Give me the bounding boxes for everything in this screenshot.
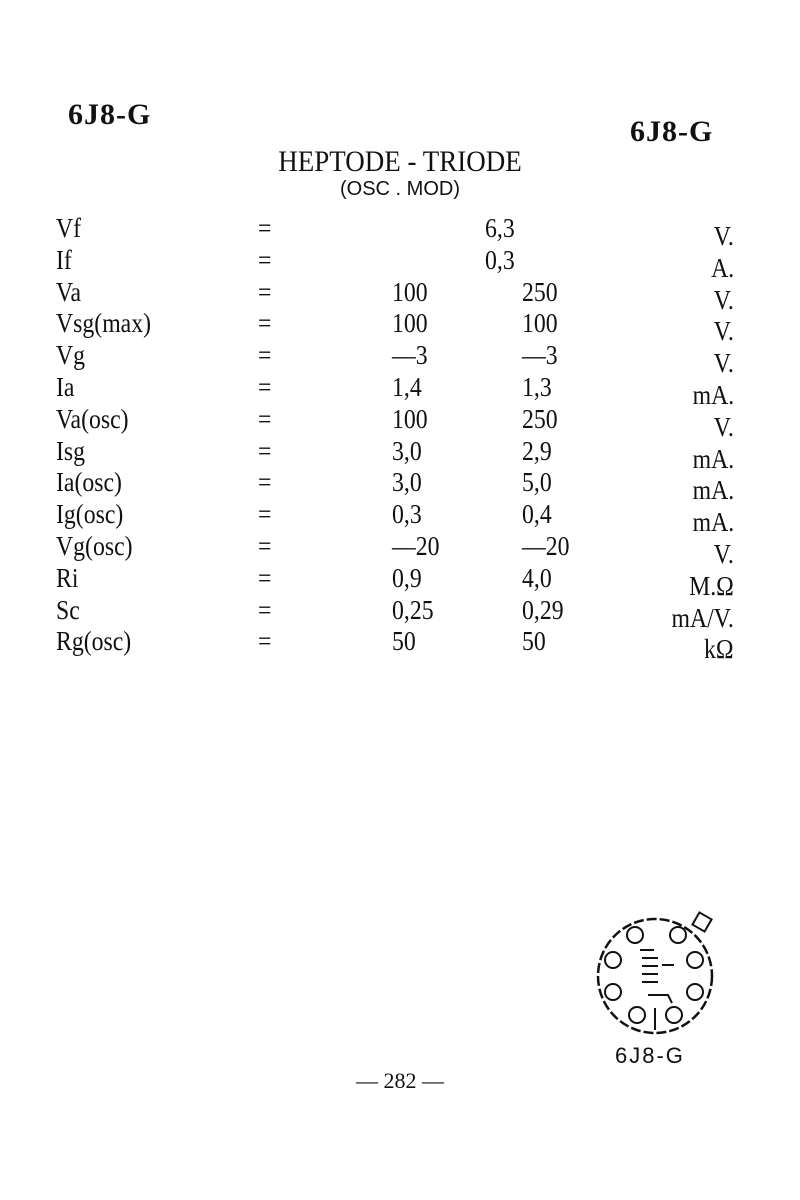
param-label: Va(osc) (56, 403, 129, 434)
value-250v: 50 (522, 626, 546, 657)
value-100v: 100 (392, 403, 428, 434)
value-250v: 4,0 (522, 562, 552, 593)
unit-label: A. (710, 252, 734, 283)
diagram-caption: 6J8-G (615, 1043, 685, 1068)
value-100v: 100 (392, 308, 428, 339)
value-100v: 3,0 (392, 435, 422, 466)
tube-type-right: 6J8-G (630, 115, 714, 148)
param-label: Rg(osc) (56, 626, 132, 657)
unit-label: V. (713, 284, 734, 315)
value-250v: 2,9 (522, 435, 552, 466)
table-row: Ia = 1,4 1,3 mA. (0, 372, 800, 410)
param-label: Ig(osc) (56, 499, 124, 530)
equals-sign: = (258, 403, 272, 434)
table-row: If = 0,3 A. (0, 244, 800, 283)
param-label: Vg (56, 340, 86, 371)
value-250v: 100 (522, 308, 558, 339)
equals-sign: = (258, 213, 272, 243)
table-row: Va(osc) = 100 250 V. (0, 403, 800, 442)
table-row: Vsg(max) = 100 100 V. (0, 308, 800, 346)
value: 6,3 (485, 213, 515, 243)
unit-label: mA. (692, 380, 734, 410)
tube-base-pinout-icon (596, 911, 714, 1035)
equals-sign: = (258, 626, 272, 657)
value-100v: —20 (392, 531, 440, 561)
param-label: Sc (56, 594, 80, 625)
unit-label: V. (713, 411, 734, 442)
page-title: HEPTODE - TRIODE (278, 145, 522, 178)
value-100v: 50 (392, 626, 416, 657)
value-100v: 0,9 (392, 562, 422, 593)
value-250v: 250 (522, 276, 558, 307)
unit-label: V. (713, 348, 734, 379)
page-subtitle: (OSC . MOD) (340, 178, 460, 200)
value-100v: 0,3 (392, 499, 422, 530)
table-row: Isg = 3,0 2,9 mA. (0, 435, 800, 474)
value-250v: 0,4 (522, 499, 552, 530)
param-label: Vf (56, 213, 82, 243)
value-250v: 1,3 (522, 372, 552, 402)
unit-label: mA/V. (671, 602, 734, 633)
value: 0,3 (485, 244, 515, 275)
table-row: Rg(osc) = 50 50 kΩ (0, 626, 800, 664)
table-row: Ri = 0,9 4,0 M.Ω (0, 562, 800, 601)
table-row: Ia(osc) = 3,0 5,0 mA. (0, 467, 800, 505)
unit-label: V. (713, 539, 734, 569)
table-row: Va = 100 250 V. (0, 276, 800, 315)
param-label: Ri (56, 562, 79, 593)
unit-label: mA. (692, 507, 734, 538)
table-row: Vg = —3 —3 V. (0, 340, 800, 378)
equals-sign: = (258, 276, 272, 307)
value-250v: —20 (522, 531, 570, 561)
value-250v: 5,0 (522, 467, 552, 498)
equals-sign: = (258, 467, 272, 498)
table-row: Sc = 0,25 0,29 mA/V. (0, 594, 800, 633)
param-label: If (56, 244, 72, 275)
table-row: Ig(osc) = 0,3 0,4 mA. (0, 499, 800, 537)
equals-sign: = (258, 594, 272, 625)
param-label: Vsg(max) (56, 308, 152, 339)
equals-sign: = (258, 340, 272, 371)
equals-sign: = (258, 499, 272, 530)
table-row: Vg(osc) = —20 —20 V. (0, 531, 800, 569)
equals-sign: = (258, 435, 272, 466)
param-label: Va (56, 276, 82, 307)
value-250v: 250 (522, 403, 558, 434)
unit-label: V. (713, 316, 734, 347)
page-number: — 282 — (356, 1068, 444, 1093)
equals-sign: = (258, 308, 272, 339)
unit-label: mA. (692, 443, 734, 474)
equals-sign: = (258, 244, 272, 275)
value-100v: 100 (392, 276, 428, 307)
param-label: Ia(osc) (56, 467, 122, 498)
value-250v: —3 (522, 340, 558, 371)
equals-sign: = (258, 531, 272, 561)
param-label: Vg(osc) (56, 531, 133, 561)
unit-label: kΩ (704, 634, 734, 665)
tube-type-left: 6J8-G (68, 98, 152, 131)
unit-label: mA. (692, 475, 734, 506)
table-row: Vf = 6,3 V. (0, 213, 800, 251)
equals-sign: = (258, 562, 272, 593)
value-250v: 0,29 (522, 594, 564, 625)
value-100v: —3 (392, 340, 428, 371)
value-100v: 3,0 (392, 467, 422, 498)
param-label: Ia (56, 372, 75, 402)
equals-sign: = (258, 372, 272, 402)
unit-label: V. (713, 221, 734, 251)
value-100v: 0,25 (392, 594, 434, 625)
unit-label: M.Ω (689, 570, 734, 601)
value-100v: 1,4 (392, 372, 422, 402)
param-label: Isg (56, 435, 86, 466)
